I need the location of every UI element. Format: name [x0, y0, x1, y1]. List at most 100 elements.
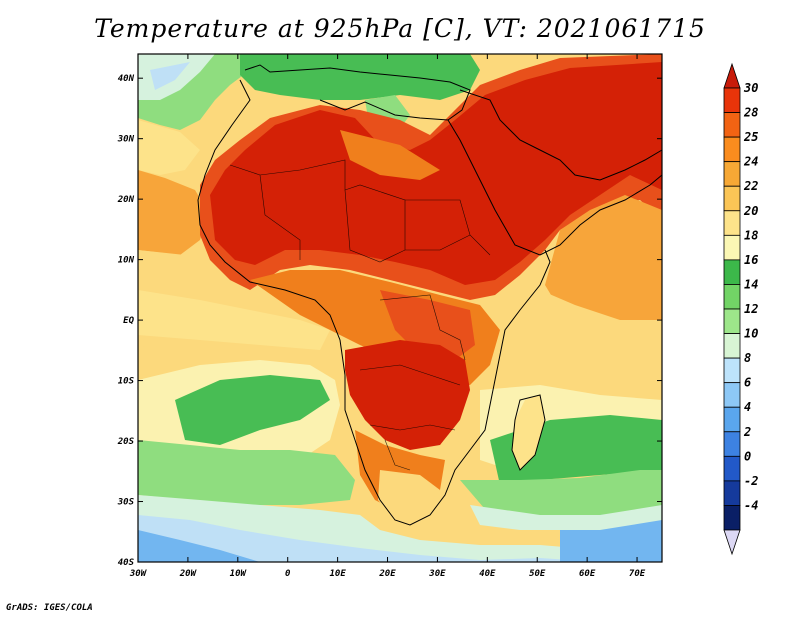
colorbar-swatch [723, 136, 741, 163]
field-sahara-hot [210, 62, 662, 285]
plot-frame [137, 53, 663, 563]
colorbar-label: 18 [744, 228, 758, 242]
colorbar-bottom-arrow [723, 529, 741, 556]
colorbar-label: 30 [743, 81, 758, 95]
colorbar-label: 25 [743, 130, 758, 144]
border-1 [229, 159, 406, 250]
lat-tick-label: 10S [118, 377, 135, 387]
colorbar-label: 12 [744, 302, 758, 316]
lat-tick-label: 20S [117, 437, 135, 447]
lon-tick-label: 10E [329, 569, 346, 579]
colorbar-label: 2 [743, 425, 751, 439]
colorbar-label: 28 [743, 106, 758, 120]
lon-tick-label: 20W [179, 569, 198, 579]
lat-tick-label: 40S [118, 558, 135, 568]
border-6 [359, 364, 461, 386]
lon-tick-label: 40E [479, 569, 496, 579]
map-title: Temperature at 925hPa [C], VT: 202106171… [94, 14, 706, 43]
lon-tick-label: 20E [378, 569, 396, 579]
lat-tick-label: 20N [117, 195, 135, 205]
colorbar-swatch [723, 505, 741, 531]
lat-tick-label: 40N [118, 74, 135, 84]
colorbar-swatch [723, 284, 741, 310]
lon-tick-label: 0 [285, 569, 291, 579]
colorbar-swatch [723, 259, 741, 285]
field-s-indian-lightgreen [460, 470, 662, 520]
colorbar-label: 6 [744, 376, 751, 390]
lat-tick-label: 30N [117, 135, 135, 145]
lon-tick-label: 30W [129, 569, 148, 579]
field-s-atlantic-green [175, 375, 330, 445]
colorbar-label: 8 [744, 351, 751, 365]
lon-tick-label: 10W [230, 569, 248, 579]
field-southwest-blue [138, 530, 260, 562]
colorbar-swatch [723, 333, 741, 359]
colorbar-swatch [723, 87, 741, 113]
colorbar-label: -4 [744, 498, 758, 512]
colorbar-swatch [723, 431, 741, 457]
lon-tick-label: 50E [529, 569, 546, 579]
field-arabian-sea [545, 195, 662, 330]
colorbar-swatch [723, 185, 741, 212]
field-libya-orange [340, 130, 440, 180]
coast-africa [197, 79, 551, 526]
lat-tick-label: EQ [123, 316, 134, 326]
colorbar-swatch [723, 480, 741, 506]
coast-madagascar [511, 394, 546, 471]
colorbar-swatch [723, 210, 741, 236]
colorbar-swatch [723, 161, 741, 187]
field-equatorial-yellow [138, 290, 330, 350]
colorbar-label: 24 [743, 155, 758, 169]
colorbar-label: 20 [743, 204, 758, 218]
colorbar-swatch [723, 357, 741, 384]
lat-tick-label: 30S [117, 498, 135, 508]
latitude-axis: 40N 30N 20N 10N EQ 10S 20S 30S 40S [117, 74, 662, 568]
coast-arabia [319, 99, 663, 256]
footer-credit: GrADS: IGES/COLA [6, 603, 93, 613]
lon-tick-label: 30E [428, 569, 446, 579]
colorbar-label: -2 [744, 474, 758, 488]
lat-tick-label: 10N [118, 256, 135, 266]
border-3 [344, 189, 471, 263]
border-5 [379, 294, 466, 361]
colorbar-swatch [723, 112, 741, 138]
field-southern-africa-hot [345, 340, 470, 450]
border-2 [259, 174, 301, 260]
colorbar-swatch [723, 308, 741, 334]
colorbar-label: 10 [744, 327, 758, 341]
field-madagascar [512, 395, 545, 470]
field-southern-lightblue [138, 515, 600, 562]
field-n-atlantic-blue [150, 62, 190, 90]
colorbar-swatch [723, 382, 741, 408]
field-mediterranean [240, 54, 480, 100]
colorbar-label: 0 [744, 449, 751, 463]
lon-tick-label: 70E [629, 569, 646, 579]
colorbar-label: 22 [743, 179, 758, 193]
colorbar-top-arrow [723, 62, 741, 89]
lon-tick-label: 60E [579, 569, 596, 579]
temperature-field [138, 54, 662, 562]
border-7 [369, 424, 456, 431]
coastlines [197, 64, 663, 526]
field-cape-yellow [378, 470, 440, 520]
field-indian-ocean-yellow [525, 290, 662, 370]
longitude-axis: 30W 20W 10W 0 10E 20E 30E 40E 50E 60E 70E [129, 54, 646, 579]
colorbar-swatch [723, 406, 741, 433]
border-8 [384, 439, 411, 471]
field-s-atlantic-lightgreen [138, 440, 355, 505]
field-atlantic-amber [138, 170, 210, 255]
colorbar-swatch [723, 234, 741, 261]
colorbar-label: 4 [744, 400, 751, 414]
field-atlantic-yellow [138, 120, 200, 175]
field-s-indian-pale [470, 505, 662, 530]
colorbar-swatch [723, 455, 741, 482]
colorbar-label: 14 [744, 277, 758, 291]
coast-gulf [459, 89, 663, 181]
colorbar-label: 16 [744, 253, 758, 267]
border-4 [405, 199, 491, 256]
field-east-africa-warm [380, 290, 475, 360]
country-borders [229, 159, 491, 471]
